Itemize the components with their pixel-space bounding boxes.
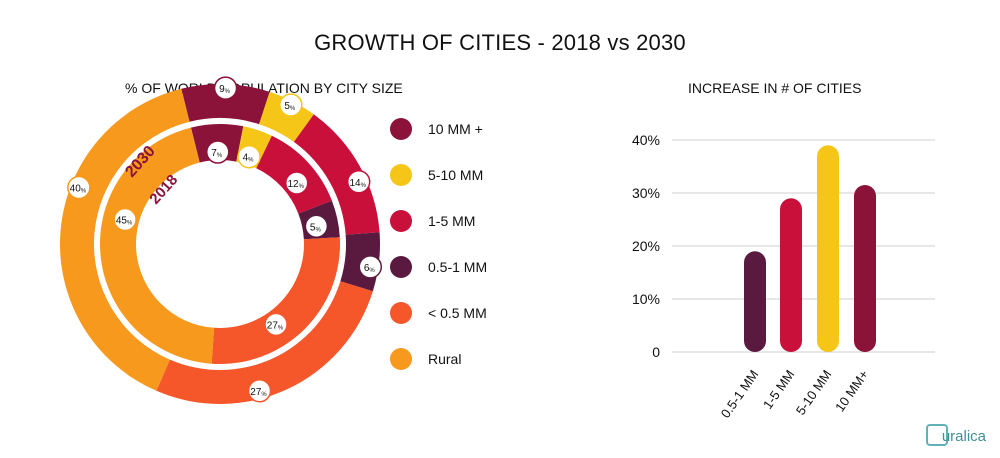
donut-data-label: 5% [284,101,296,112]
legend-item: < 0.5 MM [390,302,530,348]
donut-slice [181,84,270,125]
value-badge [358,255,383,279]
x-tick-label: 0.5-1 MM [718,367,762,421]
donut-slice [211,237,341,364]
y-tick-label: 40% [632,132,660,148]
legend-item: Rural [390,348,530,394]
legend-label: 0.5-1 MM [428,259,488,275]
percent-sign: % [248,158,254,164]
donut-data-label: 40% [70,183,87,194]
legend-label: 5-10 MM [428,167,484,183]
donut-slice [156,281,373,404]
percent-sign: % [217,153,223,159]
donut-slice [259,91,314,142]
x-tick-label: 10 MM+ [832,367,871,414]
donut-slice [293,114,380,235]
value-badge [304,214,329,239]
donut-data-label: 6% [364,263,376,274]
y-tick-label: 0 [652,344,660,360]
donut-slice [100,127,215,364]
value-badge [247,379,272,403]
value-badge [284,171,309,195]
legend-item: 0.5-1 MM [390,256,530,302]
donut-data-label: 27% [250,387,267,398]
logo-mark-icon [925,424,948,446]
x-tick-label: 5-10 MM [793,367,835,418]
percent-sign: % [127,221,133,227]
bar [744,251,766,352]
legend-item: 1-5 MM [390,210,530,256]
percent-sign: % [299,184,305,190]
value-badge [67,175,91,200]
bar [780,198,802,352]
legend-label: 1-5 MM [428,213,476,229]
y-tick-label: 10% [632,291,660,307]
legend-swatch [390,164,412,186]
value-badge [113,207,137,232]
value-badge [264,312,288,337]
donut-data-label: 4% [243,153,255,164]
legend-label: Rural [428,351,462,367]
value-badge [279,93,303,117]
logo-text: uralica [941,428,986,445]
legend-swatch [390,210,412,232]
main-title: GROWTH OF CITIES - 2018 vs 2030 [314,30,686,55]
y-tick-label: 20% [632,238,660,254]
donut-legend: 10 MM + 5-10 MM 1-5 MM 0.5-1 MM < 0.5 MM… [390,118,530,394]
bar [817,145,839,352]
donut-data-label: 14% [349,178,366,189]
donut-data-label: 45% [116,216,133,227]
donut-data-label: 12% [287,179,304,190]
legend-label: < 0.5 MM [428,305,487,321]
percent-sign: % [278,325,284,331]
legend-swatch [390,302,412,324]
percent-sign: % [369,268,375,274]
value-badge [346,170,371,194]
donut-data-label: 7% [211,148,223,159]
bar-chart-title: INCREASE IN # OF CITIES [688,80,862,96]
percent-sign: % [315,227,321,233]
legend-swatch [390,348,412,370]
brand-logo: uralica [925,424,986,446]
legend-swatch [390,256,412,278]
donut-data-label: 27% [267,320,284,331]
y-tick-label: 30% [632,185,660,201]
legend-item: 5-10 MM [390,164,530,210]
value-badge [213,76,238,100]
bar [854,185,876,352]
donut-data-label: 5% [310,222,322,233]
legend-label: 10 MM + [428,121,483,137]
percent-sign: % [361,183,367,189]
percent-sign: % [81,188,87,194]
percent-sign: % [261,392,267,398]
percent-sign: % [290,106,296,112]
donut-slice [59,88,190,391]
x-tick-label: 1-5 MM [760,367,798,412]
legend-item: 10 MM + [390,118,530,164]
legend-swatch [390,118,412,140]
value-badge [206,140,230,164]
donut-data-label: 9% [219,84,231,95]
value-badge [237,144,261,169]
percent-sign: % [225,89,231,95]
